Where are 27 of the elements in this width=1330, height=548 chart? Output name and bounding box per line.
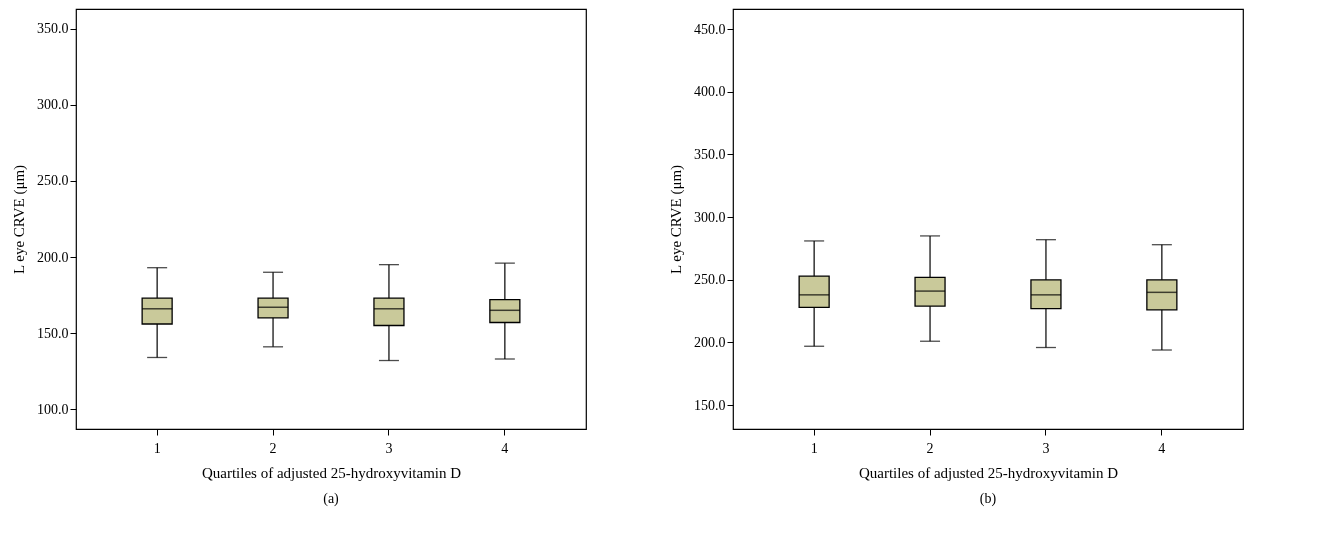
x-axis-title: Quartiles of adjusted 25-hydroxyvitamin D — [201, 464, 462, 481]
text: (a) — [323, 491, 340, 507]
y-tick-label: 300.0 — [37, 97, 69, 113]
y-tick-label: 350.0 — [37, 21, 69, 37]
x-tick-label: 1 — [153, 440, 161, 456]
x-tick-label: 3 — [1042, 440, 1050, 456]
y-tick-label: 150.0 — [694, 397, 726, 413]
y-tick-label: 400.0 — [694, 84, 726, 100]
y-axis-title: L eye CRVE (μm) — [11, 164, 28, 275]
y-tick-label: 200.0 — [694, 334, 726, 350]
y-axis-title: L eye CRVE (μm) — [668, 164, 685, 275]
x-axis-title: Quartiles of adjusted 25-hydroxyvitamin D — [858, 464, 1119, 481]
x-tick-label: 2 — [269, 440, 277, 456]
y-tick-label: 300.0 — [694, 209, 726, 225]
y-tick-label: 450.0 — [694, 21, 726, 37]
y-tick-label: 150.0 — [37, 325, 69, 341]
y-tick-label: 350.0 — [694, 146, 726, 162]
x-tick-label: 4 — [501, 440, 509, 456]
text: (b) — [979, 491, 997, 507]
x-tick-label: 2 — [926, 440, 934, 456]
x-tick-label: 1 — [810, 440, 818, 456]
y-tick-label: 200.0 — [37, 249, 69, 265]
x-tick-label: 3 — [385, 440, 393, 456]
y-tick-label: 250.0 — [37, 173, 69, 189]
y-tick-label: 250.0 — [694, 272, 726, 288]
x-tick-label: 4 — [1158, 440, 1166, 456]
y-tick-label: 100.0 — [37, 401, 69, 417]
